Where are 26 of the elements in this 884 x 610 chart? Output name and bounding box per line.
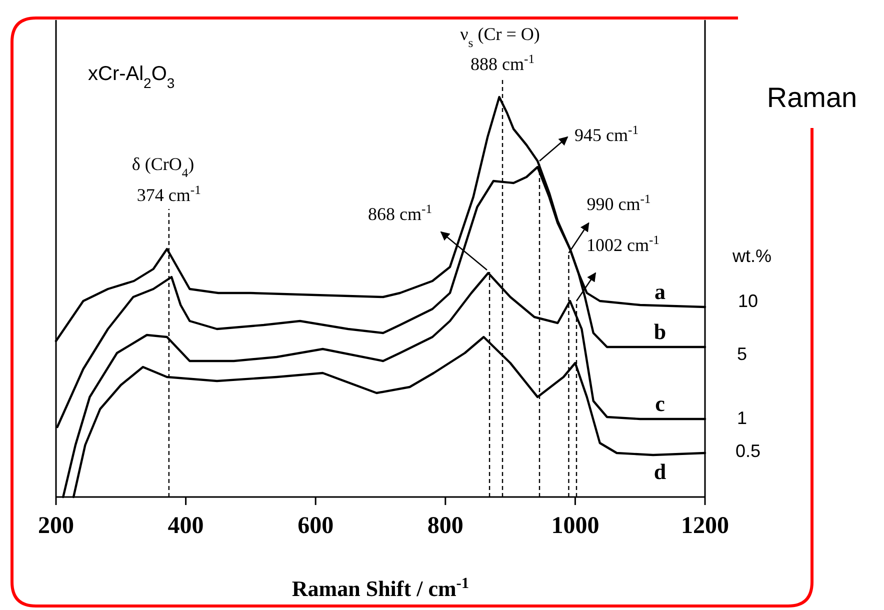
text: 0.5	[735, 441, 761, 461]
text: 10	[738, 291, 758, 311]
ref-line-label: 888 cm$^{-1}$	[470, 52, 535, 74]
x-tick-label: 1000	[551, 513, 600, 539]
annotation: 945 cm$^{-1}$	[574, 123, 639, 145]
series-label: c	[655, 391, 666, 416]
x-tick-label: 200	[38, 513, 74, 539]
annotation: δ (CrO$_{4}$)	[132, 154, 194, 180]
text: 1	[736, 408, 748, 428]
text: 5	[736, 344, 748, 364]
annotation: 990 cm$^{-1}$	[586, 192, 651, 214]
text: wt.%	[731, 246, 772, 266]
x-tick-label: 400	[168, 513, 204, 539]
x-axis-title: Raman Shift / cm$^{-1}$	[292, 574, 470, 601]
series-label: a	[654, 279, 666, 304]
text: xCr-Al$_{2}$O$_{3}$	[88, 63, 175, 91]
series-label: d	[654, 459, 666, 484]
text: Raman	[766, 82, 858, 113]
x-tick-label: 1200	[681, 513, 729, 539]
annotation: 1002 cm$^{-1}$	[586, 233, 660, 255]
x-tick-label: 800	[427, 513, 464, 539]
x-tick-label: 600	[298, 513, 334, 539]
text: ν$_{s}$ (Cr = O)	[460, 24, 540, 50]
ref-line-label: 374 cm$^{-1}$	[136, 183, 201, 205]
series-label: b	[654, 319, 666, 344]
annotation: 868 cm$^{-1}$	[368, 202, 432, 224]
